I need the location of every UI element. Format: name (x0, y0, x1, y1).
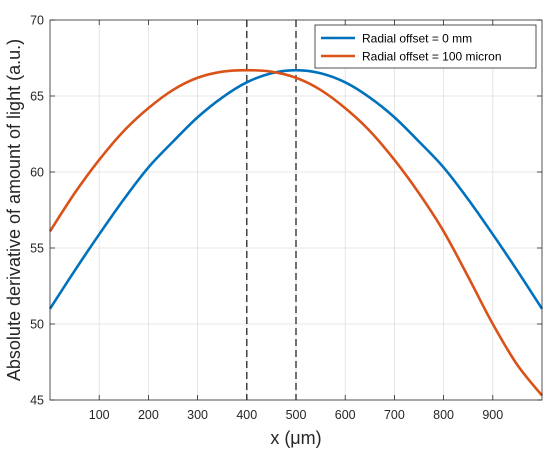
y-tick-label: 65 (30, 90, 44, 104)
x-tick-label: 700 (384, 408, 405, 422)
x-tick-label: 400 (236, 408, 257, 422)
series-line-2 (48, 68, 544, 397)
axis-tick-labels: 100 200 300 400 500 600 700 800 900 45 50 55 60 65 70 (30, 14, 503, 423)
y-tick-label: 60 (30, 166, 44, 180)
legend: Radial offset = 0 mm Radial offset = 100 … (314, 24, 537, 69)
x-axis-label: x (μm) (270, 428, 321, 448)
y-tick-label: 55 (30, 242, 44, 256)
reference-lines (246, 20, 297, 400)
y-tick-label: 45 (30, 394, 44, 408)
series-line-1 (48, 68, 544, 310)
x-tick-label: 200 (138, 408, 159, 422)
x-tick-label: 900 (482, 408, 503, 422)
legend-label-2: Radial offset = 100 micron (362, 50, 502, 64)
x-tick-label: 600 (335, 408, 356, 422)
series-lines (48, 68, 544, 397)
legend-box (314, 24, 537, 69)
x-tick-label: 300 (187, 408, 208, 422)
x-tick-label: 800 (433, 408, 454, 422)
legend-label-1: Radial offset = 0 mm (362, 32, 472, 46)
y-tick-label: 70 (30, 14, 44, 28)
y-axis-label: Absolute derivative of amount of light (… (4, 39, 24, 381)
y-tick-label: 50 (30, 318, 44, 332)
x-tick-label: 500 (286, 408, 307, 422)
axis-ticks (50, 19, 542, 401)
x-tick-label: 100 (89, 408, 110, 422)
